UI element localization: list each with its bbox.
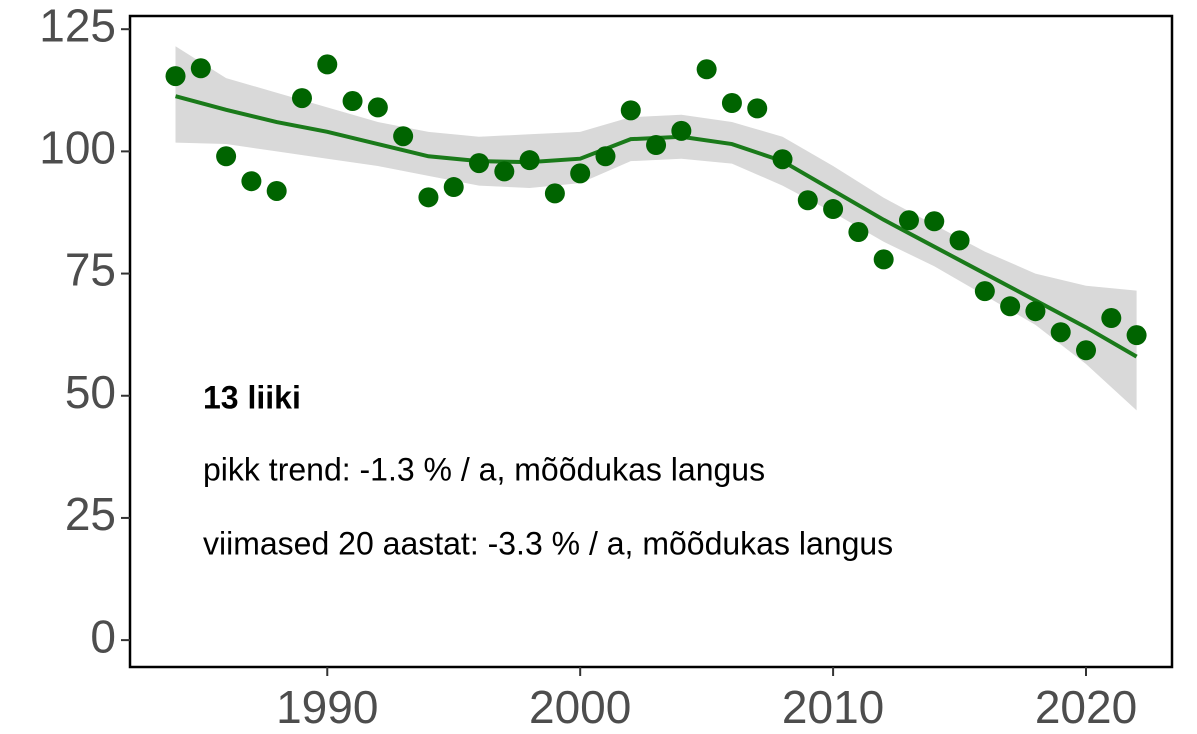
- x-tick-label: 2020: [1035, 681, 1137, 733]
- point: [393, 126, 414, 147]
- point: [898, 210, 919, 231]
- point: [418, 187, 439, 208]
- y-tick-label: 100: [39, 122, 116, 174]
- confidence-band: [175, 46, 1137, 411]
- point: [823, 199, 844, 220]
- y-tick-label: 0: [90, 610, 116, 662]
- point: [620, 100, 641, 121]
- point: [671, 120, 692, 141]
- point: [949, 230, 970, 251]
- point: [469, 153, 490, 174]
- point: [367, 97, 388, 118]
- point: [190, 58, 211, 79]
- point: [1050, 322, 1071, 343]
- point: [241, 171, 262, 192]
- point: [1000, 296, 1021, 317]
- point: [165, 66, 186, 87]
- point: [873, 249, 894, 270]
- point: [747, 98, 768, 119]
- annotation: viimased 20 aastat: -3.3 % / a, mõõdukas…: [203, 525, 893, 561]
- point: [1101, 308, 1122, 329]
- point: [797, 190, 818, 211]
- point: [848, 222, 869, 243]
- y-tick-label: 25: [65, 488, 116, 540]
- point: [772, 149, 793, 170]
- point: [974, 281, 995, 302]
- y-tick-label: 75: [65, 244, 116, 296]
- point: [721, 92, 742, 113]
- point: [1076, 340, 1097, 361]
- x-tick-label: 2000: [529, 681, 631, 733]
- point: [1126, 325, 1147, 346]
- point: [443, 177, 464, 198]
- point: [494, 161, 515, 182]
- point: [519, 150, 540, 171]
- point: [291, 88, 312, 109]
- point: [544, 183, 565, 204]
- point: [570, 163, 591, 184]
- y-tick-label: 125: [39, 0, 116, 51]
- point: [595, 146, 616, 167]
- x-tick-label: 2010: [782, 681, 884, 733]
- x-tick-label: 1990: [276, 681, 378, 733]
- plot-frame: [128, 14, 1174, 669]
- point: [646, 135, 667, 156]
- point: [216, 146, 237, 167]
- y-tick-label: 50: [65, 366, 116, 418]
- annotation: 13 liiki: [203, 379, 301, 415]
- point: [696, 59, 717, 80]
- point: [342, 91, 363, 112]
- annotation: pikk trend: -1.3 % / a, mõõdukas langus: [203, 451, 765, 487]
- point: [266, 180, 287, 201]
- point: [317, 54, 338, 75]
- point: [1025, 301, 1046, 322]
- point: [924, 211, 945, 232]
